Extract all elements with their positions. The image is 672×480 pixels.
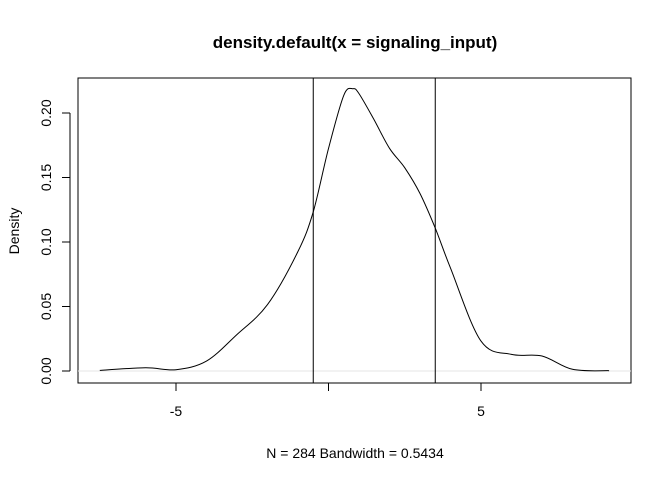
x-tick-label: 5 — [477, 403, 485, 419]
x-axis: -5 5 — [170, 382, 485, 419]
x-tick-label: -5 — [170, 403, 183, 419]
y-tick-label: 0.15 — [38, 164, 54, 191]
y-tick-label: 0.10 — [38, 228, 54, 255]
density-series — [99, 87, 610, 372]
y-axis: 0.00 0.05 0.10 0.15 0.20 — [38, 99, 71, 385]
density-curve — [99, 87, 610, 372]
y-tick-label: 0.00 — [38, 357, 54, 384]
x-axis-label: N = 284 Bandwidth = 0.5434 — [266, 445, 444, 461]
y-axis-label: Density — [6, 208, 22, 255]
y-tick-label: 0.05 — [38, 293, 54, 320]
y-tick-label: 0.20 — [38, 99, 54, 126]
reference-lines — [78, 78, 631, 383]
plot-frame — [77, 77, 632, 384]
chart-title: density.default(x = signaling_input) — [213, 33, 497, 52]
